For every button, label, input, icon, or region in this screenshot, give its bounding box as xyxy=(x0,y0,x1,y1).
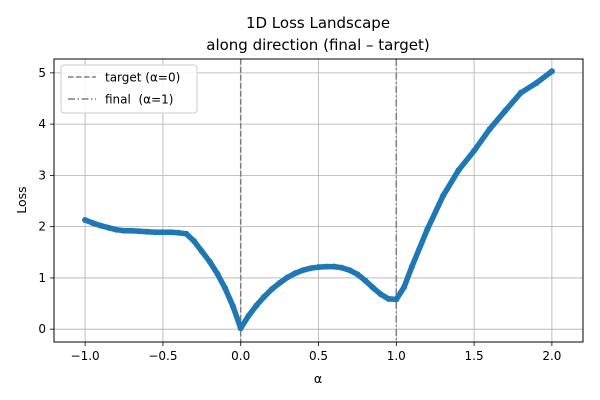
data-point xyxy=(128,227,135,234)
data-point xyxy=(377,291,384,298)
data-point xyxy=(144,228,151,235)
y-tick-label: 1 xyxy=(38,271,46,285)
legend-final-label: final (α=1) xyxy=(105,93,173,107)
data-point xyxy=(206,258,213,265)
data-point xyxy=(113,226,120,233)
data-point xyxy=(455,167,462,174)
x-axis-ticks: −1.0 −0.5 0.0 0.5 1.0 1.5 2.0 xyxy=(71,342,561,363)
data-point xyxy=(471,147,478,154)
data-point xyxy=(198,248,205,255)
y-tick-label: 2 xyxy=(38,220,46,234)
chart-title: 1D Loss Landscape xyxy=(246,14,390,32)
data-point xyxy=(159,229,166,236)
data-point xyxy=(222,285,229,292)
data-point xyxy=(331,263,338,270)
data-point xyxy=(370,284,376,291)
data-point xyxy=(175,229,182,236)
data-point xyxy=(548,68,555,75)
data-point xyxy=(261,293,267,300)
data-point xyxy=(237,325,244,332)
data-point xyxy=(191,238,197,244)
y-tick-label: 0 xyxy=(38,322,46,336)
data-point xyxy=(183,230,190,237)
data-point xyxy=(401,284,408,291)
data-point xyxy=(362,277,369,284)
x-tick-label: 1.5 xyxy=(465,349,484,363)
data-point xyxy=(82,217,89,223)
data-point xyxy=(385,295,392,302)
x-tick-label: 2.0 xyxy=(542,349,561,363)
data-point xyxy=(253,302,260,309)
x-tick-label: 0.5 xyxy=(309,349,328,363)
data-point xyxy=(229,303,236,310)
data-point xyxy=(424,226,431,233)
data-point xyxy=(502,107,509,114)
x-tick-label: −0.5 xyxy=(148,349,177,363)
data-point xyxy=(486,126,493,133)
data-point xyxy=(346,267,353,274)
chart-subtitle: along direction (final – target) xyxy=(206,36,430,54)
data-point xyxy=(354,271,361,278)
data-point xyxy=(393,296,400,303)
data-point xyxy=(315,264,322,271)
x-axis-label: α xyxy=(314,371,322,386)
data-point xyxy=(338,264,345,271)
data-point xyxy=(152,229,159,236)
data-point xyxy=(533,80,540,87)
loss-curve xyxy=(82,68,555,331)
data-point xyxy=(121,227,127,234)
data-point xyxy=(517,89,524,96)
y-tick-label: 4 xyxy=(38,117,46,131)
legend: target (α=0) final (α=1) xyxy=(60,64,198,114)
data-point xyxy=(268,286,275,293)
y-tick-label: 5 xyxy=(38,66,46,80)
data-point xyxy=(276,280,283,286)
data-point xyxy=(299,267,306,274)
data-point xyxy=(89,220,96,227)
data-point xyxy=(408,263,415,270)
x-tick-label: 0.0 xyxy=(231,349,250,363)
y-tick-label: 3 xyxy=(38,168,46,182)
data-point xyxy=(292,270,299,277)
y-axis-label: Loss xyxy=(14,186,29,213)
data-point xyxy=(214,270,221,277)
x-tick-label: 1.0 xyxy=(387,349,406,363)
series-layer xyxy=(82,68,555,332)
data-point xyxy=(136,228,143,235)
legend-target-label: target (α=0) xyxy=(105,71,180,85)
data-point xyxy=(284,274,291,281)
data-point xyxy=(105,224,112,231)
data-point xyxy=(245,312,252,319)
data-point xyxy=(440,192,446,199)
data-point xyxy=(307,265,314,272)
y-axis-ticks: 0 1 2 3 4 5 xyxy=(38,66,54,336)
data-point xyxy=(167,229,174,236)
data-point xyxy=(97,222,104,229)
x-tick-label: −1.0 xyxy=(71,349,100,363)
data-point xyxy=(323,263,330,270)
